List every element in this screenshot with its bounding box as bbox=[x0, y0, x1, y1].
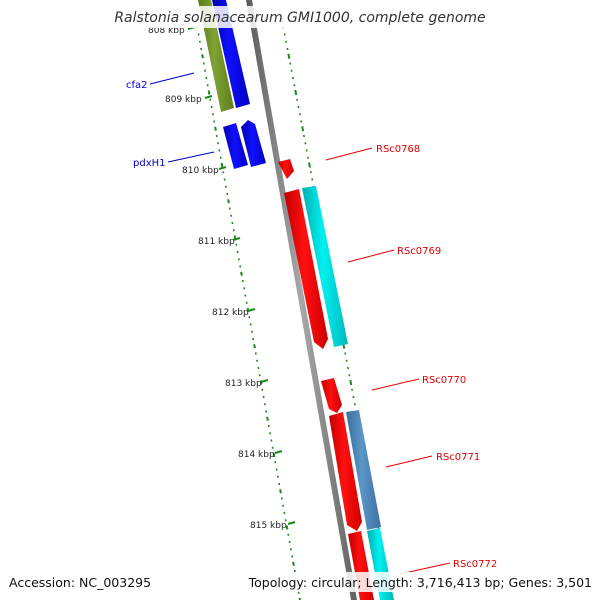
tick-mark-major bbox=[201, 54, 204, 59]
cds-feature-RSc0771 bbox=[329, 412, 362, 531]
title-background bbox=[115, 6, 487, 28]
tick-mark-major bbox=[220, 162, 224, 168]
tick-mark-major bbox=[287, 53, 291, 59]
gene-label-RSc0771[interactable]: RSc0771 bbox=[436, 452, 480, 463]
tick-track-inner bbox=[194, 17, 302, 600]
kbp-label: 813 kbp bbox=[225, 379, 262, 389]
gene-labels-left: cfa2 pdxH1 bbox=[126, 72, 215, 169]
tick-mark-major bbox=[279, 489, 282, 494]
cds-feature-pdxH1-a bbox=[223, 123, 248, 169]
kbp-label: 808 kbp bbox=[148, 26, 185, 36]
gene-label-RSc0769[interactable]: RSc0769 bbox=[397, 246, 441, 257]
kbp-label: 809 kbp bbox=[165, 95, 202, 105]
cds-feature-RSc0769-cyan bbox=[302, 186, 348, 347]
gene-label-RSc0770[interactable]: RSc0770 bbox=[422, 375, 466, 386]
accession-label: Accession: NC_003295 bbox=[9, 575, 151, 590]
gene-label-RSc0772[interactable]: RSc0772 bbox=[453, 559, 497, 570]
gene-label-RSc0768[interactable]: RSc0768 bbox=[376, 144, 420, 155]
leader-line-RSc0770 bbox=[371, 378, 420, 391]
tick-mark-major bbox=[227, 199, 230, 204]
leader-line-pdxH1 bbox=[167, 151, 215, 163]
tick-mark-major bbox=[214, 126, 217, 131]
leader-line-RSc0771 bbox=[385, 455, 433, 468]
kbp-label: 815 kbp bbox=[250, 521, 287, 531]
gene-label-pdxH1[interactable]: pdxH1 bbox=[133, 158, 166, 169]
kbp-label: 812 kbp bbox=[212, 308, 249, 318]
gene-label-cfa2[interactable]: cfa2 bbox=[126, 80, 148, 91]
kbp-label: 811 kbp bbox=[198, 237, 235, 247]
tick-mark-major bbox=[308, 162, 311, 168]
leader-line-RSc0768 bbox=[325, 147, 373, 161]
cds-feature-RSc0771-steelblue bbox=[346, 410, 381, 530]
footer-background bbox=[0, 572, 600, 592]
tick-mark-major bbox=[259, 380, 263, 385]
tick-mark-major bbox=[285, 525, 289, 530]
tick-mark-major bbox=[240, 271, 243, 276]
kbp-label: 814 kbp bbox=[238, 450, 275, 460]
gene-labels-right: RSc0768 RSc0769 RSc0770 RSc0771 RSc0772 bbox=[325, 144, 497, 575]
leader-line-cfa2 bbox=[149, 72, 195, 85]
tick-mark-major bbox=[301, 126, 305, 132]
cds-feature-pdxH1-b bbox=[241, 120, 266, 167]
cds-feature-RSc0770 bbox=[321, 378, 342, 413]
tick-mark-major bbox=[292, 561, 295, 566]
tick-mark-major bbox=[253, 344, 256, 349]
tick-mark-major bbox=[207, 90, 211, 95]
kbp-label: 810 kbp bbox=[182, 166, 219, 176]
genome-backbone bbox=[246, 0, 357, 600]
genome-summary: Topology: circular; Length: 3,716,413 bp… bbox=[248, 575, 592, 590]
tick-mark-major bbox=[298, 597, 302, 600]
leader-line-RSc0769 bbox=[347, 249, 395, 263]
kbp-labels: 808 kbp 809 kbp 810 kbp 811 kbp 812 kbp … bbox=[148, 26, 287, 531]
cds-feature-RSc0769 bbox=[284, 189, 328, 349]
tick-mark-major bbox=[272, 452, 276, 458]
tick-mark-major bbox=[349, 379, 353, 386]
tick-mark-major bbox=[266, 416, 269, 421]
tick-mark-major bbox=[294, 89, 298, 96]
map-title: Ralstonia solanacearum GMI1000, complete… bbox=[114, 10, 485, 26]
cds-feature-RSc0768 bbox=[278, 159, 294, 179]
